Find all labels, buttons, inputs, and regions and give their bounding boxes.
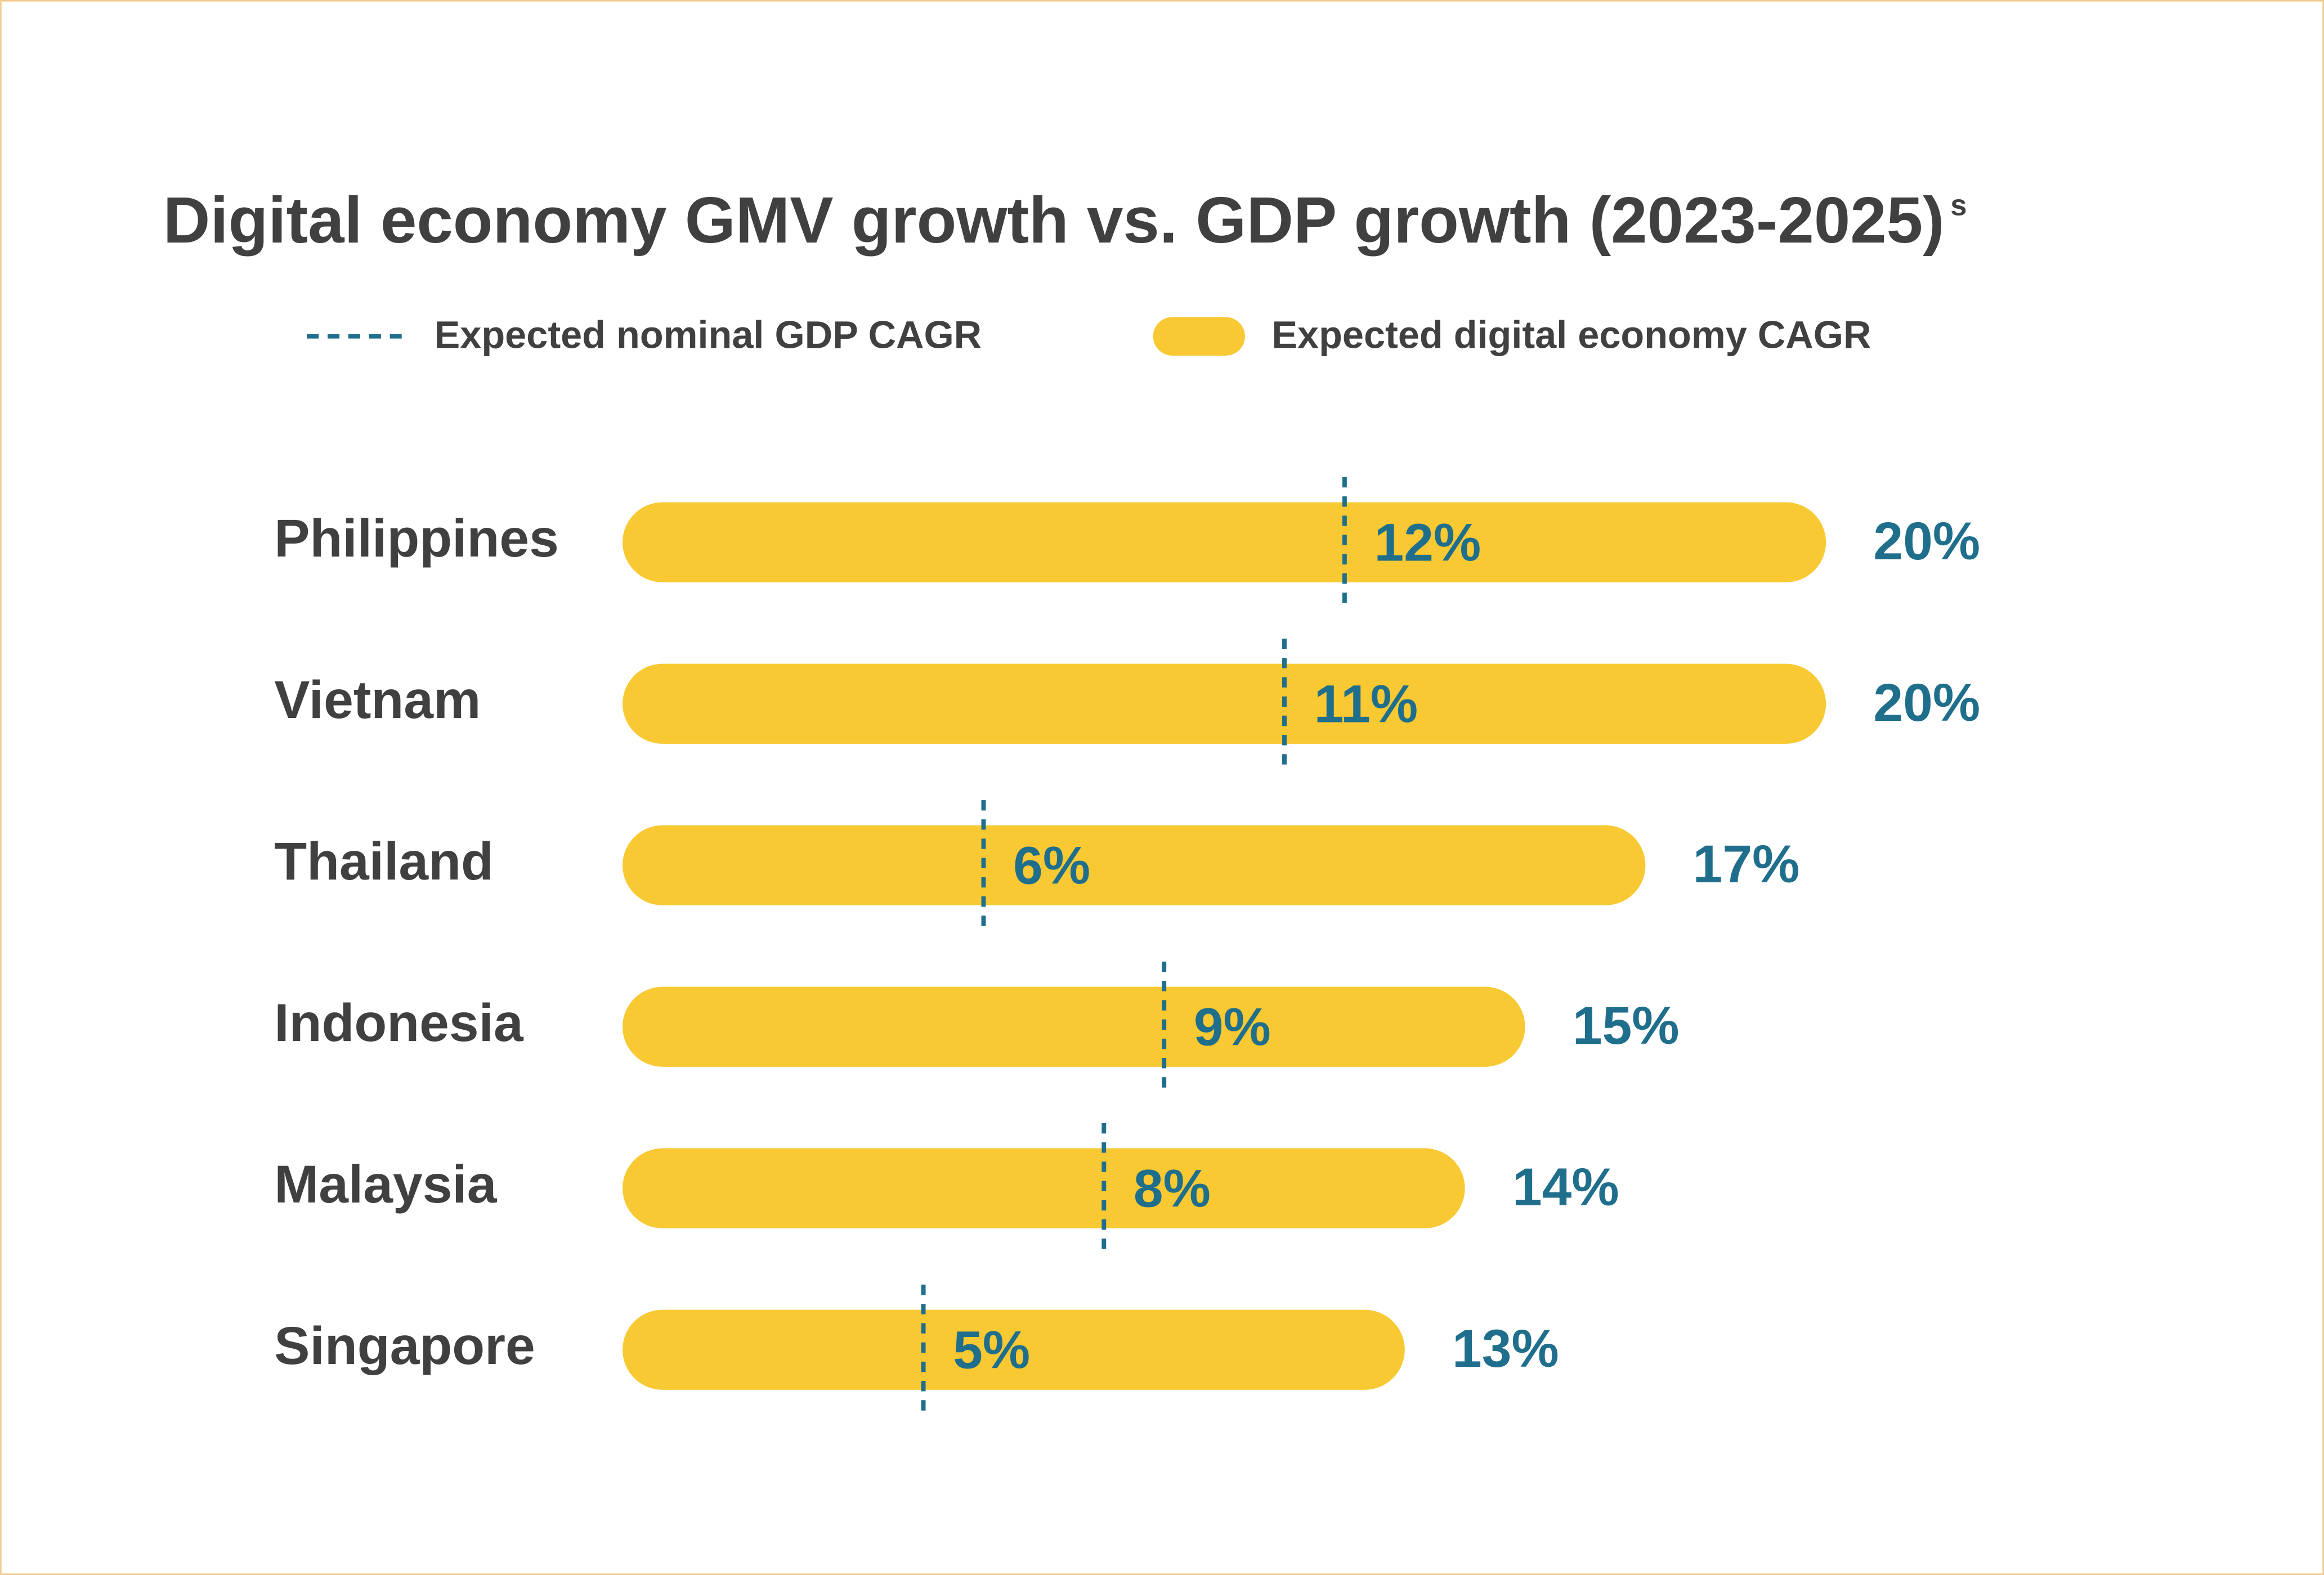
legend-swatch	[1153, 317, 1245, 356]
bar	[623, 825, 1646, 905]
category-label: Singapore	[274, 1316, 535, 1376]
value-label: 20%	[1873, 673, 1980, 733]
chart-title: Digital economy GMV growth vs. GDP growt…	[163, 183, 1945, 257]
bar	[623, 502, 1826, 582]
category-label: Thailand	[274, 832, 494, 891]
category-label: Malaysia	[274, 1155, 497, 1214]
gdp-label: 12%	[1374, 513, 1481, 573]
value-label: 14%	[1512, 1157, 1619, 1217]
title-note: s	[1950, 189, 1967, 222]
value-label: 13%	[1452, 1319, 1559, 1379]
category-label: Indonesia	[274, 993, 524, 1053]
gdp-label: 8%	[1134, 1159, 1211, 1219]
gdp-label: 11%	[1314, 675, 1418, 734]
value-label: 17%	[1693, 834, 1800, 894]
bar	[623, 1309, 1405, 1390]
value-label: 20%	[1873, 511, 1980, 571]
value-label: 15%	[1573, 996, 1680, 1056]
bar	[623, 1148, 1465, 1228]
gdp-label: 5%	[953, 1321, 1030, 1380]
gdp-label: 6%	[1013, 836, 1090, 896]
bar	[623, 986, 1525, 1067]
legend-label: Expected nominal GDP CAGR	[435, 313, 982, 356]
category-label: Philippines	[274, 509, 559, 568]
category-label: Vietnam	[274, 670, 481, 730]
gdp-label: 9%	[1194, 998, 1271, 1057]
bar	[623, 663, 1826, 744]
legend-label: Expected digital economy CAGR	[1271, 313, 1871, 356]
